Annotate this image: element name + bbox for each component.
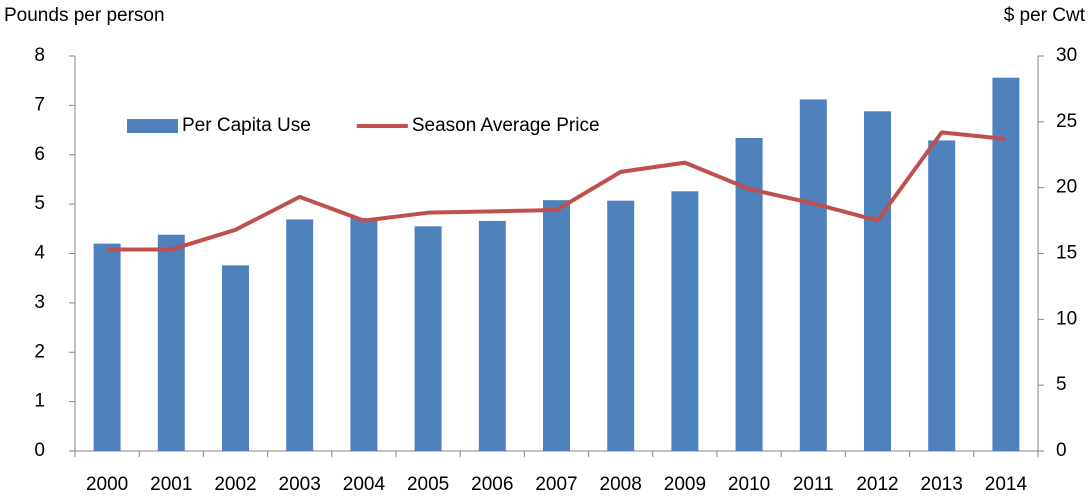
legend-swatch: [127, 119, 178, 133]
y2-tick-label: 5: [1056, 374, 1067, 395]
x-tick-label: 2010: [728, 474, 770, 495]
bar: [928, 140, 956, 451]
bar: [222, 265, 249, 451]
x-tick-label: 2007: [535, 474, 577, 495]
y-tick-label: 3: [34, 292, 45, 313]
y2-tick-label: 30: [1056, 45, 1077, 66]
y-tick-label: 2: [34, 341, 45, 362]
y2-axis-label: $ per Cwt: [1004, 5, 1086, 26]
y2-tick-label: 20: [1056, 177, 1077, 198]
bar: [543, 200, 570, 451]
bar: [671, 191, 699, 451]
bar: [286, 219, 314, 451]
x-tick-label: 2005: [407, 474, 449, 495]
x-tick-label: 2002: [214, 474, 256, 495]
bar: [350, 217, 378, 451]
y2-tick-label: 0: [1056, 440, 1067, 461]
y-tick-label: 4: [34, 243, 45, 264]
x-tick-label: 2011: [793, 474, 834, 495]
y2-tick-label: 25: [1056, 111, 1077, 132]
bar: [157, 234, 185, 451]
x-tick-label: 2003: [279, 474, 321, 495]
bar: [478, 220, 506, 451]
x-tick-label: 2013: [921, 474, 963, 495]
x-tick-label: 2012: [856, 474, 898, 495]
bar: [414, 226, 442, 451]
line: [107, 130, 1007, 252]
x-tick-label: 2001: [150, 474, 192, 495]
legend-label: Season Average Price: [412, 115, 600, 136]
x-tick-label: 2004: [343, 474, 386, 495]
x-tick-label: 2014: [985, 474, 1028, 495]
y-tick-label: 8: [34, 45, 45, 66]
x-tick-label: 2000: [86, 474, 128, 495]
y-tick-label: 6: [34, 144, 45, 165]
bar: [992, 77, 1020, 451]
bar: [607, 200, 635, 451]
legend-label: Per Capita Use: [182, 115, 311, 136]
x-tick-label: 2008: [600, 474, 642, 495]
y2-tick-label: 10: [1056, 308, 1077, 329]
y-tick-label: 5: [34, 193, 45, 214]
bar: [864, 111, 891, 452]
y-axis-label: Pounds per person: [4, 5, 165, 26]
x-tick-label: 2006: [471, 474, 513, 495]
bar: [93, 243, 121, 451]
x-tick-label: 2009: [664, 474, 706, 495]
y-tick-label: 1: [34, 391, 45, 412]
y2-tick-label: 15: [1056, 243, 1077, 264]
bar: [799, 99, 827, 451]
y-tick-label: 7: [34, 94, 45, 115]
y-tick-label: 0: [34, 440, 45, 461]
